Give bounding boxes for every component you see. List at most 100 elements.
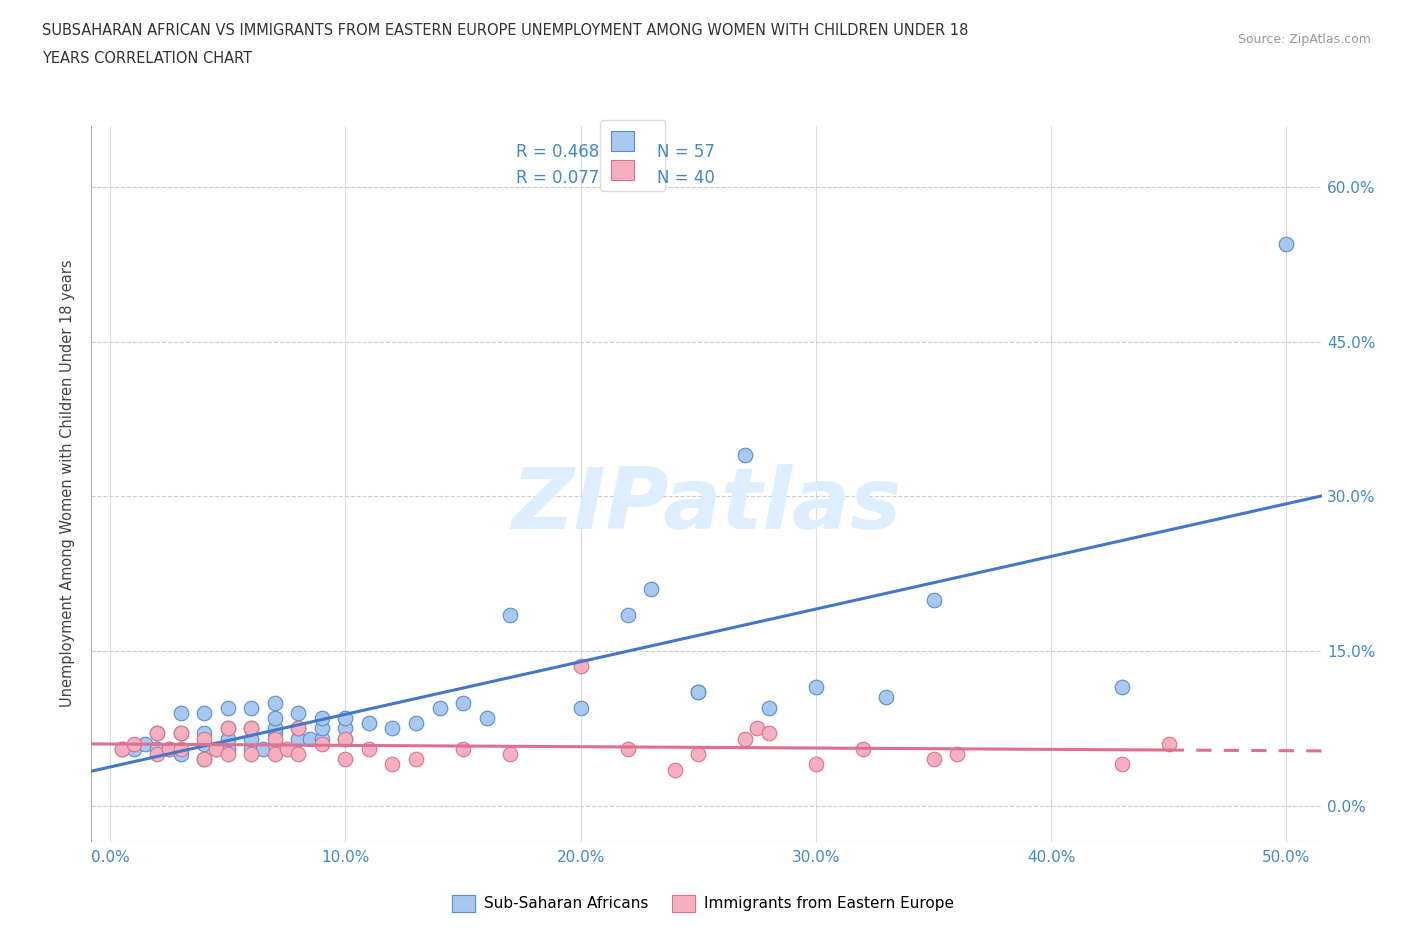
Point — [688, 684, 710, 699]
Point — [193, 751, 215, 766]
Text: Source: ZipAtlas.com: Source: ZipAtlas.com — [1237, 33, 1371, 46]
Text: R = 0.468: R = 0.468 — [516, 143, 599, 162]
Point — [240, 741, 263, 756]
Text: N = 57: N = 57 — [657, 143, 716, 162]
Point — [170, 741, 193, 756]
Point — [499, 747, 522, 762]
Point — [946, 747, 969, 762]
Point — [217, 721, 239, 736]
Text: SUBSAHARAN AFRICAN VS IMMIGRANTS FROM EASTERN EUROPE UNEMPLOYMENT AMONG WOMEN WI: SUBSAHARAN AFRICAN VS IMMIGRANTS FROM EA… — [42, 23, 969, 38]
Point — [217, 731, 239, 746]
Point — [217, 721, 239, 736]
Point — [1111, 757, 1133, 772]
Point — [287, 706, 309, 721]
Point — [193, 706, 215, 721]
Point — [381, 721, 404, 736]
Point — [193, 731, 215, 746]
Point — [616, 741, 638, 756]
Point — [569, 659, 592, 674]
Point — [240, 721, 263, 736]
Point — [111, 741, 134, 756]
Point — [217, 747, 239, 762]
Point — [758, 700, 780, 715]
Point — [311, 711, 333, 725]
Point — [311, 721, 333, 736]
Point — [1111, 680, 1133, 695]
Point — [335, 711, 357, 725]
Point — [357, 716, 380, 731]
Point — [299, 731, 322, 746]
Point — [451, 741, 474, 756]
Point — [499, 607, 522, 622]
Y-axis label: Unemployment Among Women with Children Under 18 years: Unemployment Among Women with Children U… — [59, 259, 75, 708]
Point — [263, 726, 285, 741]
Point — [146, 726, 169, 741]
Text: ZIPatlas: ZIPatlas — [512, 463, 901, 547]
Point — [616, 607, 638, 622]
Point — [146, 747, 169, 762]
Point — [381, 757, 404, 772]
Point — [429, 700, 451, 715]
Point — [287, 747, 309, 762]
Point — [758, 726, 780, 741]
Point — [311, 737, 333, 751]
Point — [335, 731, 357, 746]
Point — [263, 747, 285, 762]
Legend: Sub-Saharan Africans, Immigrants from Eastern Europe: Sub-Saharan Africans, Immigrants from Ea… — [446, 889, 960, 918]
Point — [664, 762, 686, 777]
Point — [263, 721, 285, 736]
Point — [335, 751, 357, 766]
Point — [475, 711, 498, 725]
Point — [287, 721, 309, 736]
Text: YEARS CORRELATION CHART: YEARS CORRELATION CHART — [42, 51, 252, 66]
Point — [240, 731, 263, 746]
Text: R = 0.077: R = 0.077 — [516, 168, 599, 187]
Point — [640, 582, 662, 597]
Point — [205, 741, 228, 756]
Point — [287, 721, 309, 736]
Point — [146, 741, 169, 756]
Point — [569, 700, 592, 715]
Point — [1275, 236, 1298, 251]
Point — [405, 716, 427, 731]
Point — [157, 741, 180, 756]
Point — [111, 741, 134, 756]
Point — [745, 721, 768, 736]
Point — [1157, 737, 1180, 751]
Point — [122, 737, 145, 751]
Text: N = 40: N = 40 — [657, 168, 716, 187]
Point — [193, 726, 215, 741]
Point — [922, 751, 945, 766]
Point — [170, 726, 193, 741]
Point — [263, 695, 285, 710]
Point — [922, 592, 945, 607]
Point — [852, 741, 875, 756]
Point — [335, 731, 357, 746]
Point — [804, 757, 827, 772]
Point — [287, 731, 309, 746]
Point — [276, 741, 298, 756]
Point — [311, 731, 333, 746]
Point — [875, 690, 897, 705]
Legend:  ,  : , — [600, 120, 665, 191]
Point — [157, 741, 180, 756]
Point — [357, 741, 380, 756]
Point — [734, 448, 756, 463]
Point — [263, 737, 285, 751]
Point — [205, 741, 228, 756]
Point — [170, 726, 193, 741]
Point — [405, 751, 427, 766]
Point — [688, 684, 710, 699]
Point — [335, 721, 357, 736]
Point — [217, 700, 239, 715]
Point — [252, 741, 274, 756]
Point — [263, 711, 285, 725]
Point — [263, 731, 285, 746]
Point — [451, 695, 474, 710]
Point — [122, 741, 145, 756]
Point — [804, 680, 827, 695]
Point — [240, 721, 263, 736]
Point — [170, 747, 193, 762]
Point — [193, 737, 215, 751]
Point — [688, 747, 710, 762]
